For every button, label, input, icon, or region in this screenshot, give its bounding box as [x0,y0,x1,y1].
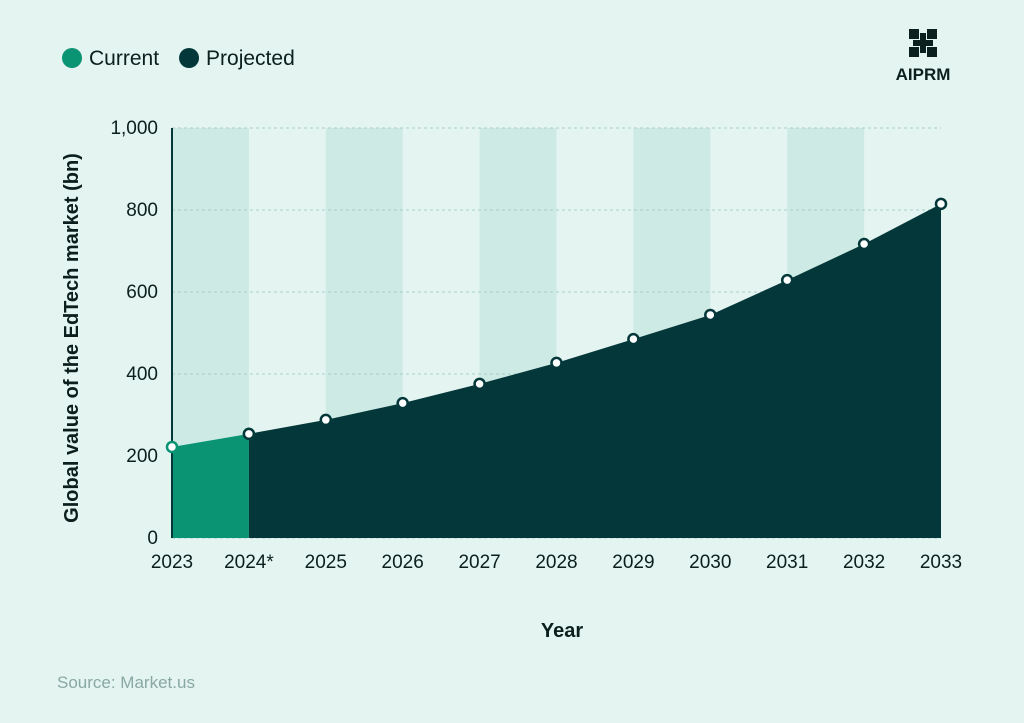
x-tick-label: 2027 [458,552,500,573]
x-tick-label: 2031 [766,552,808,573]
y-tick-label: 0 [147,528,158,549]
y-tick-label: 1,000 [110,118,158,139]
y-axis-title: Global value of the EdTech market (bn) [61,153,83,523]
marker [934,197,948,211]
source: Source: Market.us [57,673,195,692]
marker [242,427,256,441]
x-tick-label: 2023 [151,552,193,573]
x-tick-label: 2029 [612,552,654,573]
logo-text: AIPRM [896,65,951,84]
x-tick-label: 2033 [920,552,962,573]
marker [780,273,794,287]
y-tick-label: 200 [126,446,158,467]
marker [319,413,333,427]
x-tick-label: 2025 [305,552,347,573]
legend-label: Projected [206,47,295,70]
y-tick-label: 800 [126,200,158,221]
x-tick-label: 2032 [843,552,885,573]
x-tick-label: 2030 [689,552,731,573]
x-tick-label: 2028 [535,552,577,573]
marker [396,396,409,410]
marker [704,308,717,322]
area [248,203,941,538]
x-tick-label: 2026 [382,552,424,573]
logo: AIPRM [896,29,951,84]
marker [627,332,640,346]
y-tick-label: 400 [126,364,158,385]
y-tick-label: 600 [126,282,158,303]
x-tick-label: 2024* [224,552,274,573]
area [172,433,249,538]
marker [550,356,563,370]
marker [165,440,179,454]
marker [857,237,871,251]
legend-swatch [179,48,200,68]
marker [473,377,486,391]
legend-label: Current [89,47,159,70]
logo-icon [909,29,937,57]
x-axis-title: Year [541,620,583,642]
legend-swatch [62,48,82,68]
